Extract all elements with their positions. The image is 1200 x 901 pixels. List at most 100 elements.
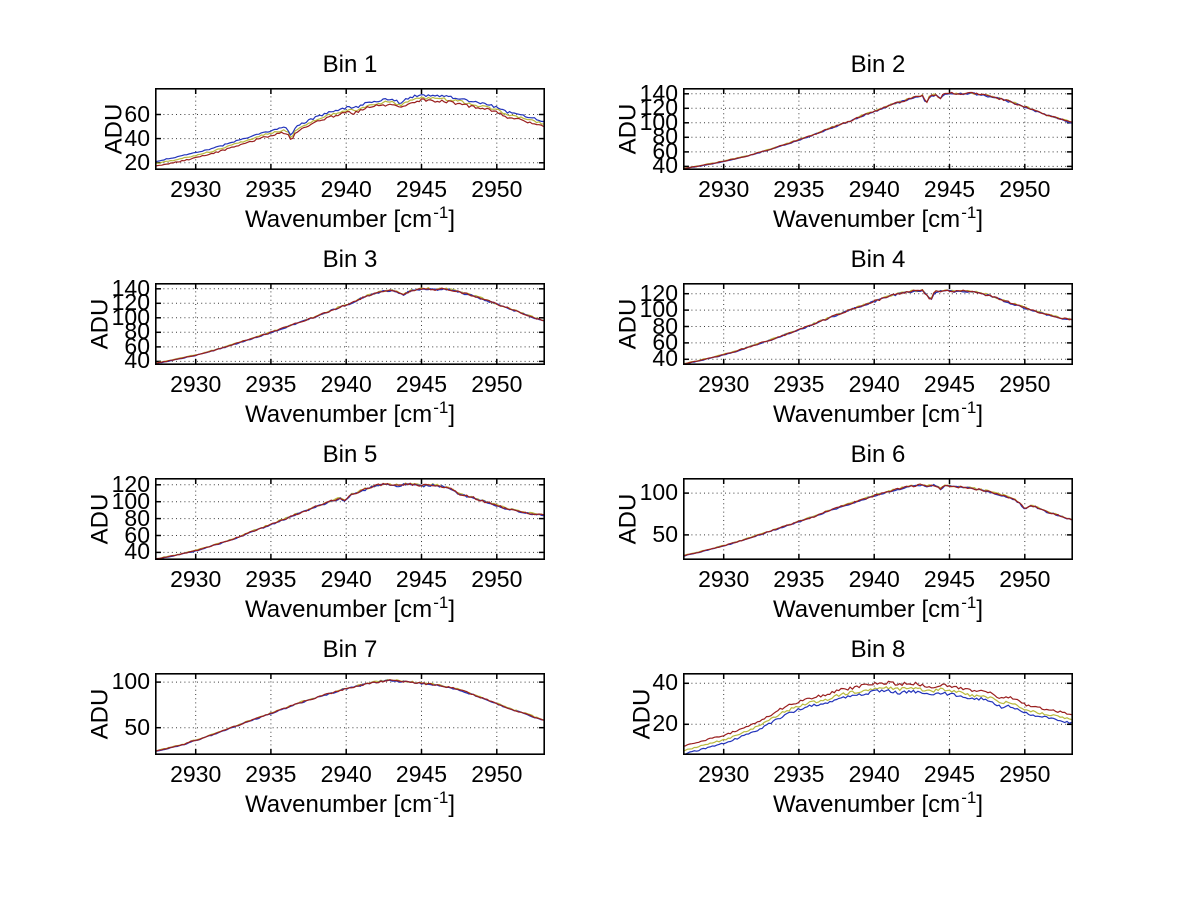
x-tick-label: 2930 (698, 761, 750, 787)
x-tick-label: 2930 (170, 566, 222, 592)
spectrum-line-red (683, 91, 1072, 170)
x-tick-label: 2940 (848, 566, 900, 592)
y-tick-label: 120 (111, 470, 150, 497)
x-tick-label: 2945 (395, 761, 448, 787)
x-tick-label: 2940 (320, 566, 372, 592)
subplot-bin-1: Bin 1 ADU 20 40 60 2930 2935 2940 2945 2950 Wavenu… (100, 51, 545, 233)
y-tick-label: 40 (124, 538, 150, 565)
spectrum-line-blue (155, 679, 544, 752)
axes-box (683, 673, 1073, 755)
y-tick-label: 100 (639, 296, 678, 323)
y-tick-label: 80 (124, 504, 150, 531)
x-tick-label: 2945 (395, 371, 448, 397)
y-tick-label: 60 (124, 332, 150, 359)
y-tick-label: 100 (111, 303, 150, 330)
x-tick-label: 2935 (773, 371, 825, 397)
spectrum-line-red (683, 680, 1072, 747)
spectrum-line-yellow (155, 482, 544, 560)
plot-title: Bin 5 (322, 441, 378, 468)
y-tick-label: 140 (111, 274, 150, 301)
plot-title: Bin 4 (850, 246, 906, 273)
plot-title: Bin 6 (850, 441, 906, 468)
y-tick-label: 60 (124, 521, 150, 548)
x-tick-label: 2945 (923, 761, 976, 787)
plot-area (155, 283, 545, 365)
y-tick-label: 140 (639, 79, 678, 106)
x-tick-label: 2940 (848, 761, 900, 787)
x-tick-label: 2950 (471, 761, 523, 787)
x-tick-label: 2950 (471, 371, 523, 397)
y-tick-label: 40 (124, 347, 150, 374)
y-tick-label: 80 (124, 318, 150, 345)
y-tick-label: 80 (652, 312, 678, 339)
x-tick-label: 2935 (245, 566, 297, 592)
y-tick-label: 40 (124, 124, 150, 151)
plot-area (155, 478, 545, 560)
x-tick-label: 2940 (848, 371, 900, 397)
y-tick-label: 40 (652, 669, 678, 696)
y-tick-label: 20 (652, 710, 678, 737)
x-tick-label: 2935 (245, 176, 297, 202)
x-tick-label: 2935 (773, 176, 825, 202)
x-tick-label: 2930 (698, 371, 750, 397)
subplot-bin-6: Bin 6 ADU 50 100 2930 2935 2940 2945 2950 Wavenum… (614, 441, 1073, 623)
superscript: -1 (433, 398, 449, 417)
superscript: -1 (961, 593, 977, 612)
y-tick-label: 80 (652, 123, 678, 150)
x-tick-label: 2935 (245, 761, 297, 787)
x-tick-label: 2940 (320, 371, 372, 397)
plot-area (155, 673, 545, 755)
y-tick-label: 50 (652, 520, 678, 547)
subplot-bin-8: Bin 8 ADU 20 40 2930 2935 2940 2945 2950 Wavenumb… (628, 636, 1073, 818)
x-tick-label: 2945 (395, 566, 448, 592)
x-tick-label: 2950 (471, 566, 523, 592)
x-axis-label: Wavenumber [cm-1] (245, 203, 455, 233)
y-tick-label: 120 (111, 289, 150, 316)
spectrum-line-blue (155, 482, 544, 560)
x-tick-label: 2945 (923, 566, 976, 592)
x-tick-label: 2930 (170, 761, 222, 787)
x-tick-label: 2940 (320, 176, 372, 202)
plot-title: Bin 1 (322, 51, 378, 78)
plot-area (155, 88, 545, 170)
x-axis-label: Wavenumber [cm-1] (245, 788, 455, 818)
x-tick-label: 2950 (999, 371, 1051, 397)
spectrum-line-yellow (155, 287, 544, 364)
plot-title: Bin 3 (322, 246, 378, 273)
spectrum-line-blue (683, 483, 1072, 557)
x-tick-label: 2950 (999, 566, 1051, 592)
axes-box (683, 478, 1073, 560)
x-tick-label: 2930 (170, 371, 222, 397)
spectrum-line-red (683, 483, 1072, 557)
y-tick-label: 100 (111, 487, 150, 514)
y-tick-label: 120 (639, 94, 678, 121)
axes-box (155, 283, 545, 365)
x-axis-label: Wavenumber [cm-1] (773, 203, 983, 233)
spectrum-line-blue (683, 289, 1072, 365)
plot-title: Bin 2 (850, 51, 906, 78)
x-tick-label: 2950 (999, 761, 1051, 787)
superscript: -1 (433, 788, 449, 807)
x-axis-label: Wavenumber [cm-1] (245, 593, 455, 623)
y-tick-label: 100 (639, 479, 678, 506)
y-tick-label: 60 (652, 137, 678, 164)
subplot-bin-2: Bin 2 ADU 40 60 80 100 120 140 2930 2935 2940 2945 2… (614, 51, 1073, 233)
superscript: -1 (961, 398, 977, 417)
plot-area (683, 673, 1073, 755)
spectrum-line-red (155, 678, 544, 753)
subplot-bin-7: Bin 7 ADU 50 100 2930 2935 2940 2945 2950 Wavenum… (86, 636, 545, 818)
x-axis-label: Wavenumber [cm-1] (773, 398, 983, 428)
x-tick-label: 2945 (923, 176, 976, 202)
x-tick-label: 2950 (471, 176, 523, 202)
spectrum-line-blue (155, 94, 544, 163)
spectrum-line-red (155, 98, 544, 168)
subplot-bin-4: Bin 4 ADU 40 60 80 100 120 2930 2935 2940 2945 2950… (614, 246, 1073, 428)
y-tick-label: 100 (111, 668, 150, 695)
y-tick-label: 50 (124, 713, 150, 740)
superscript: -1 (433, 203, 449, 222)
y-tick-label: 40 (652, 345, 678, 372)
x-tick-label: 2935 (245, 371, 297, 397)
spectrum-line-yellow (155, 96, 544, 165)
x-axis-label: Wavenumber [cm-1] (773, 593, 983, 623)
